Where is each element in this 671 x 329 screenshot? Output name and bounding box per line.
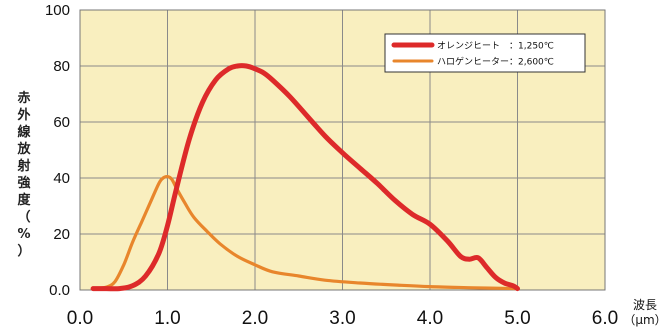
series-layer <box>90 63 520 292</box>
series-line-halogen-heater <box>91 174 520 291</box>
y-axis-label-char: % <box>17 227 30 242</box>
y-axis-label-char: 赤 <box>17 90 30 106</box>
y-axis-label-char: 強 <box>17 175 30 191</box>
y-axis-label-char: 度 <box>17 192 31 208</box>
x-tick-label: 0.0 <box>67 308 93 329</box>
legend-label-orange-heat: オレンジヒート ：1,250℃ <box>437 41 554 52</box>
x-axis-ticks: 0.0 1.0 2.0 3.0 4.0 5.0 6.0 <box>67 308 618 329</box>
legend: オレンジヒート ：1,250℃ ハロゲンヒーター：2,600℃ <box>384 33 586 73</box>
plot-frame <box>79 9 606 291</box>
x-axis-unit: （μm） <box>623 313 666 327</box>
legend-label-halogen-heater: ハロゲンヒーター：2,600℃ <box>437 56 554 68</box>
y-tick-label: 0.0 <box>49 282 70 299</box>
y-axis-label-char: ） <box>17 243 30 259</box>
y-tick-label: 60 <box>53 114 70 131</box>
x-tick-label: 6.0 <box>592 308 618 329</box>
y-tick-label: 80 <box>53 58 70 75</box>
x-tick-label: 1.0 <box>154 308 180 329</box>
y-axis-label-char: 放 <box>16 141 31 157</box>
y-tick-label: 100 <box>45 2 70 19</box>
y-tick-label: 20 <box>53 226 70 243</box>
y-axis-label-char: 外 <box>16 107 30 123</box>
x-tick-label: 2.0 <box>242 308 268 329</box>
y-axis-label-char: 線 <box>17 124 31 140</box>
x-tick-label: 5.0 <box>504 308 530 329</box>
series-line-orange-heat <box>90 63 520 292</box>
y-axis-label-char: 射 <box>16 158 30 174</box>
y-axis-ticks: 0.0 20 40 60 80 100 <box>45 2 70 299</box>
x-tick-label: 4.0 <box>417 308 443 329</box>
x-axis-label: 波長 <box>633 298 657 312</box>
x-tick-label: 3.0 <box>329 308 355 329</box>
y-tick-label: 40 <box>53 170 70 187</box>
legend-box <box>384 33 586 73</box>
y-axis-label-char: （ <box>17 209 30 225</box>
